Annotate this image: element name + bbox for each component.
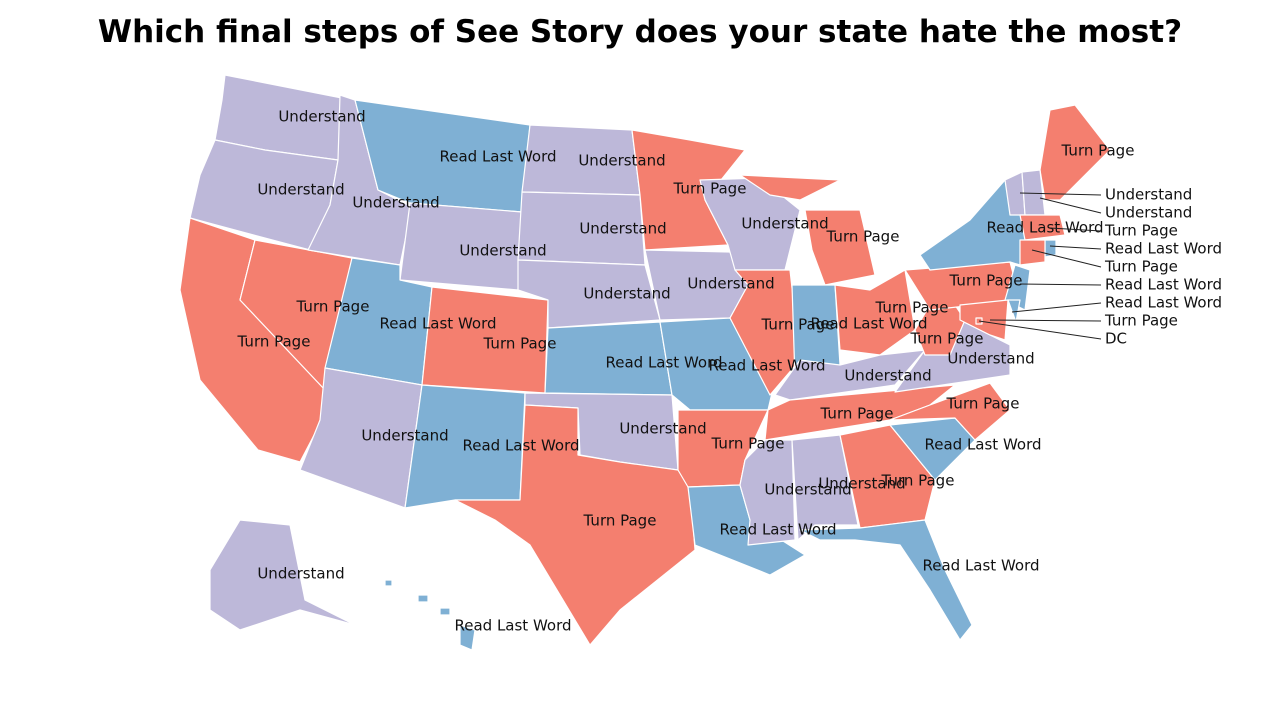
state bbox=[774, 349, 926, 401]
state-label: Turn Page bbox=[483, 335, 557, 353]
state bbox=[959, 299, 1009, 341]
state bbox=[729, 269, 801, 396]
state-label: Read Last Word bbox=[708, 357, 825, 375]
callout-label: Read Last Word bbox=[1105, 294, 1222, 312]
state bbox=[1019, 239, 1046, 266]
state-label: Understand bbox=[579, 220, 666, 238]
state-label: Turn Page bbox=[881, 472, 955, 490]
state-label: Understand bbox=[844, 367, 931, 385]
state-label: Understand bbox=[257, 181, 344, 199]
callout-label: DC bbox=[1105, 330, 1127, 348]
state-label: Turn Page bbox=[711, 435, 785, 453]
state-label: Read Last Word bbox=[810, 315, 927, 333]
state-label: Turn Page bbox=[826, 228, 900, 246]
state bbox=[1004, 264, 1031, 311]
leader-line bbox=[1019, 283, 1102, 286]
state-label: Understand bbox=[583, 285, 670, 303]
state bbox=[799, 519, 973, 641]
callout-label: Turn Page bbox=[1104, 222, 1178, 240]
title: Which final steps of See Story does your… bbox=[98, 14, 1182, 50]
state-label: Turn Page bbox=[583, 512, 657, 530]
leader-line bbox=[1049, 227, 1102, 232]
state bbox=[209, 519, 356, 631]
state bbox=[791, 434, 859, 541]
state bbox=[1039, 104, 1111, 201]
state-label: Read Last Word bbox=[454, 617, 571, 635]
state bbox=[889, 382, 1011, 441]
state-label: Turn Page bbox=[949, 272, 1023, 290]
state-label: Understand bbox=[687, 275, 774, 293]
state-label: Understand bbox=[361, 427, 448, 445]
state-label: Read Last Word bbox=[986, 219, 1103, 237]
state-label: Understand bbox=[818, 475, 905, 493]
leader-line bbox=[978, 320, 1102, 340]
leader-line bbox=[1011, 302, 1102, 313]
callout-label: Understand bbox=[1105, 204, 1192, 222]
callout-label: Read Last Word bbox=[1105, 240, 1222, 258]
state-label: Read Last Word bbox=[719, 521, 836, 539]
state bbox=[299, 367, 423, 509]
state-label: Understand bbox=[278, 108, 365, 126]
state-label: Turn Page bbox=[820, 405, 894, 423]
state bbox=[839, 424, 936, 529]
state-label: Read Last Word bbox=[922, 557, 1039, 575]
leader-line bbox=[989, 319, 1102, 322]
states bbox=[179, 74, 1111, 651]
state-label: Turn Page bbox=[946, 395, 1020, 413]
state-label: Turn Page bbox=[296, 298, 370, 316]
state bbox=[459, 624, 476, 651]
state-label: Understand bbox=[741, 215, 828, 233]
state-label: Understand bbox=[764, 481, 851, 499]
state-label: Read Last Word bbox=[924, 436, 1041, 454]
state bbox=[454, 404, 696, 646]
state-label: Turn Page bbox=[673, 180, 747, 198]
state bbox=[439, 607, 451, 616]
state-label: Read Last Word bbox=[439, 148, 556, 166]
leader-line bbox=[1039, 197, 1102, 214]
leader-line bbox=[1031, 249, 1102, 268]
state-label: Read Last Word bbox=[379, 315, 496, 333]
state bbox=[739, 439, 796, 546]
state bbox=[804, 209, 876, 286]
callout-label: Read Last Word bbox=[1105, 276, 1222, 294]
state-label: Understand bbox=[459, 242, 546, 260]
state-label: Understand bbox=[352, 194, 439, 212]
state bbox=[384, 579, 393, 587]
state-label: Turn Page bbox=[910, 330, 984, 348]
state bbox=[1019, 214, 1066, 241]
state-label: Understand bbox=[619, 420, 706, 438]
state-label: Understand bbox=[947, 350, 1034, 368]
state-label: Read Last Word bbox=[462, 437, 579, 455]
state-label: Understand bbox=[578, 152, 665, 170]
state-label: Read Last Word bbox=[605, 354, 722, 372]
state bbox=[417, 594, 429, 603]
callout-label: Understand bbox=[1105, 186, 1192, 204]
leader-line bbox=[1049, 245, 1102, 250]
state-label: Understand bbox=[257, 565, 344, 583]
state bbox=[764, 384, 956, 441]
callout-label: Turn Page bbox=[1104, 258, 1178, 276]
state-label: Turn Page bbox=[875, 299, 949, 317]
leader-line bbox=[1019, 192, 1102, 196]
state bbox=[739, 174, 841, 201]
callout-label: Turn Page bbox=[1104, 312, 1178, 330]
state-label: Turn Page bbox=[1061, 142, 1135, 160]
state-label: Turn Page bbox=[761, 316, 835, 334]
state-label: Turn Page bbox=[237, 333, 311, 351]
